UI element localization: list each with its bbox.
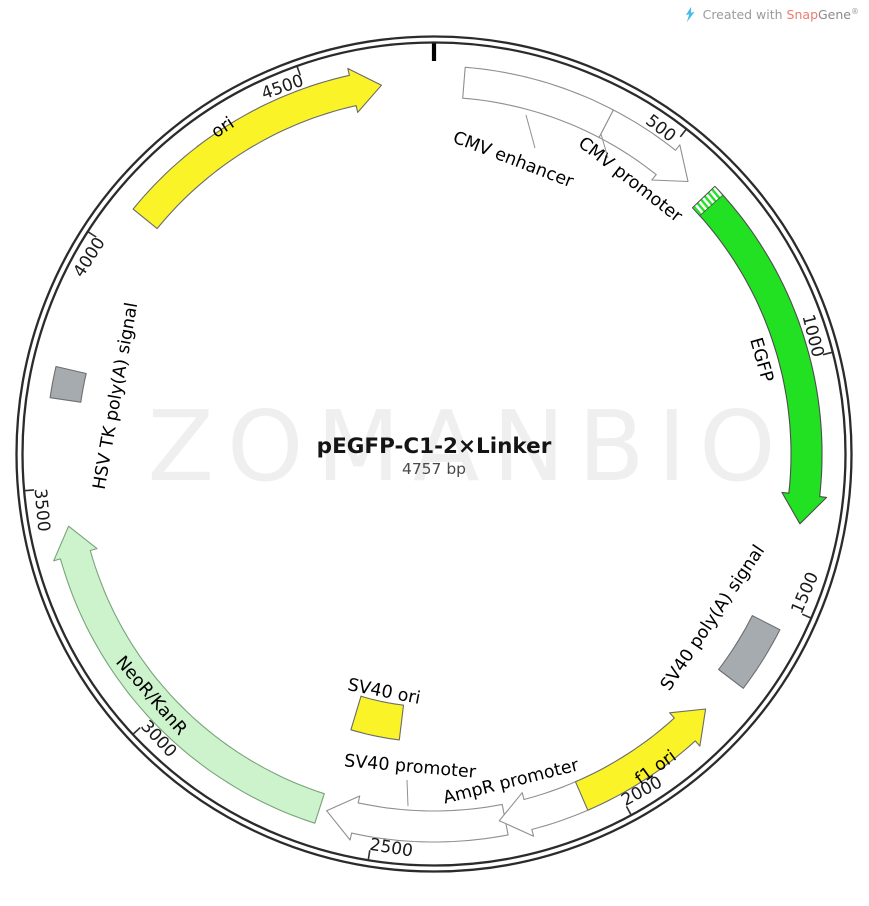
egfp-fusion-hatch <box>691 185 724 217</box>
feature-label-egfp[interactable]: EGFP <box>745 335 777 384</box>
feature-ori[interactable] <box>132 67 383 230</box>
backbone-outer-ring <box>15 35 853 873</box>
plasmid-title-block: pEGFP-C1-2×Linker 4757 bp <box>317 434 552 478</box>
feature-label-cmv-enhancer[interactable]: CMV enhancer <box>450 128 577 193</box>
tick-label-3500: 3500 <box>30 488 54 533</box>
tick-mark-2500 <box>367 850 371 860</box>
tick-mark-500 <box>679 128 687 138</box>
feature-hsv-tk-polya[interactable] <box>49 365 87 403</box>
tick-mark-1000 <box>822 351 833 356</box>
label-leader-line-2 <box>406 779 409 807</box>
label-leader-line-1 <box>600 133 609 159</box>
registered-mark: ® <box>851 6 859 16</box>
feature-sv40-ori[interactable] <box>350 695 405 741</box>
plasmid-name: pEGFP-C1-2×Linker <box>316 434 552 459</box>
feature-ampr-promoter[interactable] <box>498 780 591 837</box>
tick-label-1500: 1500 <box>788 569 824 617</box>
tick-mark-1500 <box>801 613 812 619</box>
feature-neor-kanr[interactable] <box>53 525 325 824</box>
tick-mark-2000 <box>625 806 632 816</box>
feature-f1-ori[interactable] <box>574 708 707 811</box>
snapgene-wave-icon <box>685 6 695 23</box>
feature-label-hsv-tk-polya[interactable]: HSV TK poly(A) signal <box>90 301 143 491</box>
snapgene-credit: Created with SnapGene® <box>682 6 859 23</box>
feature-sv40-polya[interactable] <box>718 615 781 689</box>
watermark-text: ZOMANBIO <box>147 390 789 503</box>
brand-snap: Snap <box>786 7 818 23</box>
feature-cmv-enhancer[interactable] <box>462 66 614 139</box>
feature-sv40-promoter[interactable] <box>326 795 509 843</box>
credit-text: Created with SnapGene® <box>702 6 859 23</box>
backbone-inner-ring <box>21 41 847 867</box>
label-leader-line-0 <box>525 114 536 149</box>
tick-mark-4000 <box>87 231 97 238</box>
tick-mark-4500 <box>296 66 302 76</box>
tick-mark-3000 <box>132 727 141 735</box>
feature-label-sv40-promoter[interactable]: SV40 promoter <box>343 751 477 783</box>
brand-gene: Gene <box>818 7 851 23</box>
feature-egfp[interactable] <box>691 185 828 525</box>
plasmid-size: 4757 bp <box>401 460 467 478</box>
feature-cmv-promoter[interactable] <box>598 109 689 183</box>
tick-mark-3500 <box>24 489 35 492</box>
